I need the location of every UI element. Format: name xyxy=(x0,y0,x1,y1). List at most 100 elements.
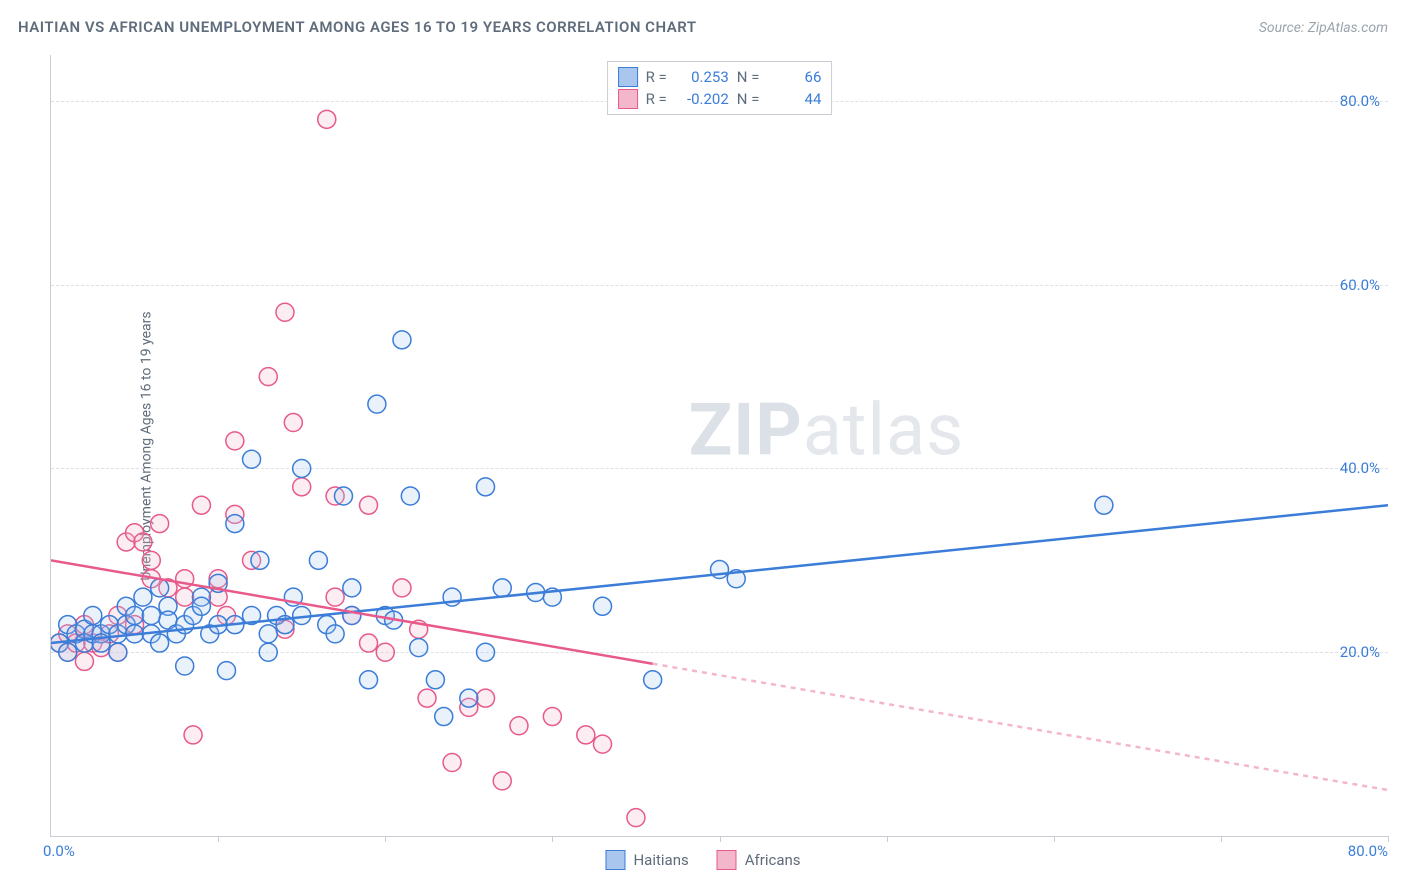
haitians-point xyxy=(410,639,428,657)
haitians-point xyxy=(84,606,102,624)
haitians-point xyxy=(644,671,662,689)
haitians-point xyxy=(368,395,386,413)
legend-swatch-africans xyxy=(717,850,737,870)
series-legend: Haitians Africans xyxy=(605,850,800,870)
africans-point xyxy=(326,588,344,606)
haitians-point xyxy=(401,487,419,505)
haitians-point xyxy=(360,671,378,689)
africans-point xyxy=(360,496,378,514)
africans-point xyxy=(477,689,495,707)
africans-point xyxy=(594,735,612,753)
x-tick xyxy=(1221,836,1222,842)
africans-point xyxy=(393,579,411,597)
africans-point xyxy=(493,772,511,790)
haitians-point xyxy=(293,459,311,477)
x-axis-max-label: 80.0% xyxy=(1348,842,1388,860)
haitians-point xyxy=(477,478,495,496)
haitians-point xyxy=(176,657,194,675)
haitians-point xyxy=(134,588,152,606)
x-tick xyxy=(552,836,553,842)
haitians-point xyxy=(1095,496,1113,514)
x-tick xyxy=(218,836,219,842)
haitians-point xyxy=(151,634,169,652)
haitians-point xyxy=(217,662,235,680)
haitians-point xyxy=(226,515,244,533)
x-tick xyxy=(720,836,721,842)
scatter-svg xyxy=(51,55,1388,836)
source-label: Source: ZipAtlas.com xyxy=(1259,20,1388,36)
x-tick xyxy=(1388,836,1389,842)
title-bar: HAITIAN VS AFRICAN UNEMPLOYMENT AMONG AG… xyxy=(18,18,1388,36)
legend-label-haitians: Haitians xyxy=(633,851,688,869)
africans-point xyxy=(184,726,202,744)
legend-item-haitians: Haitians xyxy=(605,850,688,870)
haitians-point xyxy=(435,708,453,726)
africans-point xyxy=(418,689,436,707)
trend-line xyxy=(51,505,1388,643)
africans-point xyxy=(276,303,294,321)
legend-row-haitians: R = 0.253 N = 66 xyxy=(618,66,822,88)
haitians-point xyxy=(343,579,361,597)
n-value-africans: 44 xyxy=(767,90,821,108)
legend-row-africans: R = -0.202 N = 44 xyxy=(618,88,822,110)
haitians-point xyxy=(251,551,269,569)
n-label: N = xyxy=(737,68,760,86)
r-label: R = xyxy=(646,68,667,86)
haitians-point xyxy=(493,579,511,597)
africans-point xyxy=(259,368,277,386)
africans-point xyxy=(543,708,561,726)
haitians-point xyxy=(343,606,361,624)
legend-label-africans: Africans xyxy=(745,851,801,869)
haitians-point xyxy=(393,331,411,349)
africans-point xyxy=(510,717,528,735)
africans-point xyxy=(134,533,152,551)
haitians-point xyxy=(142,606,160,624)
r-label: R = xyxy=(646,90,667,108)
africans-point xyxy=(360,634,378,652)
x-tick xyxy=(887,836,888,842)
legend-swatch-haitians xyxy=(605,850,625,870)
africans-point xyxy=(142,551,160,569)
r-value-haitians: 0.253 xyxy=(675,68,729,86)
haitians-point xyxy=(59,643,77,661)
africans-point xyxy=(192,496,210,514)
legend-swatch-haitians xyxy=(618,67,638,87)
africans-point xyxy=(226,432,244,450)
haitians-point xyxy=(309,551,327,569)
haitians-point xyxy=(243,450,261,468)
africans-point xyxy=(151,515,169,533)
haitians-point xyxy=(259,625,277,643)
africans-point xyxy=(176,588,194,606)
africans-point xyxy=(443,753,461,771)
x-tick xyxy=(385,836,386,842)
legend-swatch-africans xyxy=(618,89,638,109)
haitians-point xyxy=(126,606,144,624)
r-value-africans: -0.202 xyxy=(675,90,729,108)
chart-title: HAITIAN VS AFRICAN UNEMPLOYMENT AMONG AG… xyxy=(18,18,697,36)
haitians-point xyxy=(334,487,352,505)
haitians-point xyxy=(151,579,169,597)
africans-point xyxy=(318,110,336,128)
plot-area: ZIPatlas R = 0.253 N = 66 R = -0.202 N =… xyxy=(50,55,1388,837)
haitians-point xyxy=(594,597,612,615)
trend-line xyxy=(653,664,1388,790)
africans-point xyxy=(75,652,93,670)
haitians-point xyxy=(426,671,444,689)
x-axis-origin-label: 0.0% xyxy=(43,842,75,860)
haitians-point xyxy=(326,625,344,643)
africans-point xyxy=(293,478,311,496)
correlation-legend: R = 0.253 N = 66 R = -0.202 N = 44 xyxy=(607,61,833,115)
n-value-haitians: 66 xyxy=(767,68,821,86)
chart-container: HAITIAN VS AFRICAN UNEMPLOYMENT AMONG AG… xyxy=(0,0,1406,892)
africans-point xyxy=(577,726,595,744)
haitians-point xyxy=(460,689,478,707)
africans-point xyxy=(627,809,645,827)
haitians-point xyxy=(259,643,277,661)
x-tick xyxy=(1054,836,1055,842)
legend-item-africans: Africans xyxy=(717,850,801,870)
africans-point xyxy=(284,414,302,432)
haitians-point xyxy=(192,597,210,615)
haitians-point xyxy=(477,643,495,661)
haitians-point xyxy=(109,643,127,661)
africans-point xyxy=(376,643,394,661)
